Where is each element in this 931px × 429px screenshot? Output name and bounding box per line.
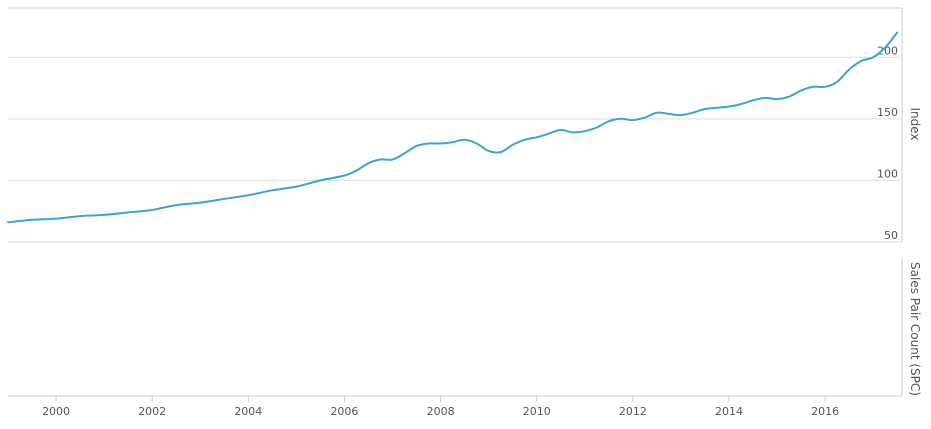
- x-tick-label-2016: 2016: [811, 405, 839, 418]
- y-tick-label-50: 50: [884, 229, 898, 242]
- x-tick-label-2000: 2000: [42, 405, 70, 418]
- index-chart-panel: 50 100 150 200 Index: [7, 7, 922, 243]
- series-lines: [7, 31, 899, 224]
- x-ticks: 2000 2002 2004 2006 2008 2010 2012 2014 2016: [42, 396, 839, 418]
- y-axis-title-sales-pair-count: Sales Pair Count (SPC): [908, 262, 922, 396]
- x-tick-label-2006: 2006: [330, 405, 358, 418]
- y-tick-label-150: 150: [877, 106, 898, 119]
- y-tick-labels: 50 100 150 200: [877, 44, 898, 242]
- y-tick-label-100: 100: [877, 167, 898, 180]
- x-tick-label-2002: 2002: [138, 405, 166, 418]
- x-tick-label-2008: 2008: [427, 405, 455, 418]
- sales-pair-count-panel: 2000 2002 2004 2006 2008 2010 2012 2014 2016 Sal…: [8, 258, 922, 418]
- x-tick-label-2014: 2014: [715, 405, 743, 418]
- y-tick-label-200: 200: [877, 44, 898, 57]
- x-tick-label-2004: 2004: [234, 405, 262, 418]
- y-gridlines: [8, 56, 902, 243]
- index-series-line: [7, 31, 899, 224]
- x-tick-label-2012: 2012: [619, 405, 647, 418]
- x-tick-label-2010: 2010: [523, 405, 551, 418]
- y-axis-title-index: Index: [908, 107, 922, 140]
